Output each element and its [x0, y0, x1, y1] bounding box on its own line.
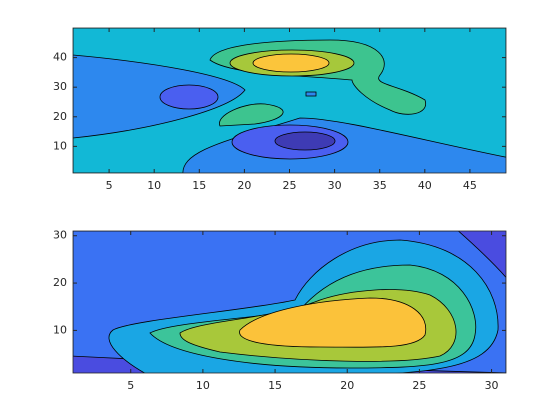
x-tick-label: 30 [328, 179, 342, 192]
x-tick-label: 5 [106, 179, 113, 192]
x-tick-label: 45 [463, 179, 477, 192]
x-tick-label: 25 [283, 179, 297, 192]
x-tick-label: 20 [237, 179, 251, 192]
y-tick-label: 40 [53, 51, 67, 64]
x-tick-label: 10 [147, 179, 161, 192]
contour-plot [73, 28, 506, 173]
contour-fill [457, 231, 506, 278]
contour-fill [239, 297, 427, 348]
x-tick-label: 40 [418, 179, 432, 192]
x-tick-label: 10 [196, 379, 210, 392]
x-tick-label: 25 [412, 379, 426, 392]
axes-box [72, 230, 507, 374]
contour-fill [219, 103, 284, 127]
contour-fill [159, 84, 219, 110]
x-tick-label: 30 [485, 379, 499, 392]
y-tick-label: 30 [53, 80, 67, 93]
y-tick-label: 20 [53, 276, 67, 289]
contour-plot [73, 231, 506, 373]
contour-fill [252, 53, 330, 73]
x-tick-label: 15 [192, 179, 206, 192]
contour-fill [305, 91, 317, 97]
x-tick-label: 5 [127, 379, 134, 392]
y-tick-label: 30 [53, 229, 67, 242]
contour-fill [274, 131, 336, 151]
contour-fill [73, 54, 246, 139]
x-tick-label: 20 [340, 379, 354, 392]
x-tick-label: 35 [373, 179, 387, 192]
y-tick-label: 20 [53, 110, 67, 123]
y-tick-label: 10 [53, 323, 67, 336]
y-tick-label: 10 [53, 139, 67, 152]
x-tick-label: 15 [268, 379, 282, 392]
